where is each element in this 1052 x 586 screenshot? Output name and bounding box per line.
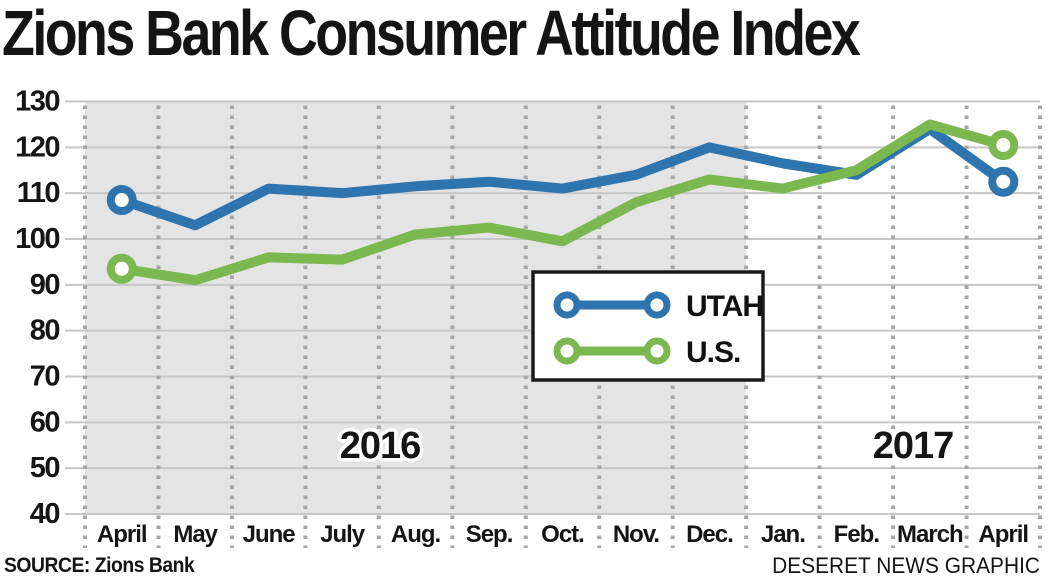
x-axis-label: Oct. [541,521,584,548]
y-axis-label: 90 [30,269,60,301]
y-axis-label: 60 [30,406,60,438]
y-axis-label: 70 [30,361,60,393]
legend-marker-icon [553,337,581,365]
y-axis-label: 40 [30,498,60,530]
y-axis-label: 110 [17,177,60,209]
legend-marker-icon [643,291,671,319]
endpoint-marker [988,166,1019,197]
legend-marker-icon [553,291,581,319]
endpoint-marker [106,185,137,216]
x-axis-label: March [897,521,963,548]
us-line [120,119,1005,286]
legend-marker-icon [643,337,671,365]
legend-label: U.S. [686,336,740,369]
y-axis-label: 80 [30,315,60,347]
x-axis-label: Sep. [466,521,513,548]
x-axis-label: May [173,521,218,548]
source-note: SOURCE: Zions Bank [4,554,195,577]
endpoint-marker [988,130,1019,161]
legend: UTAH U.S. [531,270,765,382]
y-axis-label: 50 [30,452,60,484]
y-axis-label: 120 [15,131,59,163]
endpoint-marker [106,253,137,284]
y-axis-label: 130 [15,86,59,118]
x-axis-label: Dec. [686,521,733,548]
chart-title: Zions Bank Consumer Attitude Index [2,0,861,69]
x-axis-label: April [978,521,1028,548]
x-axis-label: Nov. [613,521,660,548]
x-axis-label: Aug. [391,521,441,548]
year-label: 2017 [873,425,954,467]
x-axis-label: July [320,521,366,548]
x-axis-label: Jan. [761,521,805,548]
legend-label: UTAH [686,290,763,323]
year-label: 2016 [340,425,421,467]
x-axis-label: June [243,521,296,548]
credit-note: DESERET NEWS GRAPHIC [772,553,1040,578]
x-axis-label: April [97,521,147,548]
x-axis-label: Feb. [834,521,880,548]
y-axis-label: 100 [15,223,59,255]
